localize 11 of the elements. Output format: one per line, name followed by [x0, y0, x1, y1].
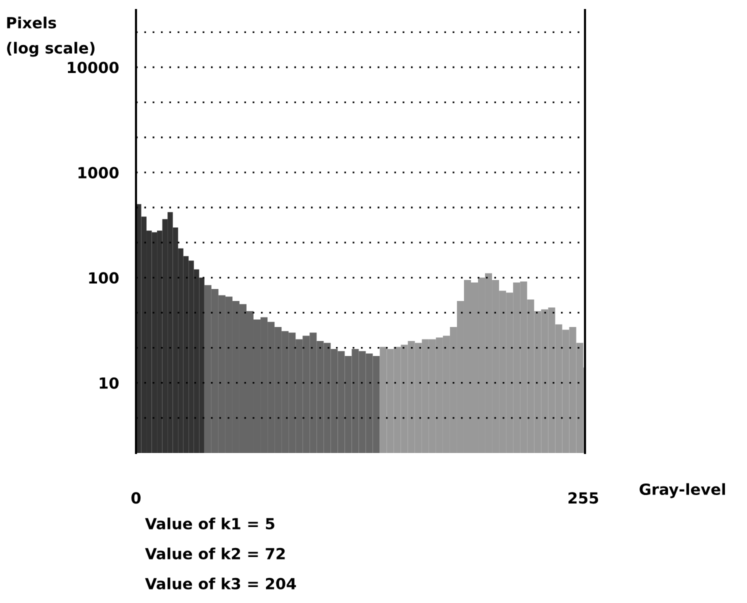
y-tick-label: 10000	[68, 62, 119, 74]
text: Value of k2 = 72	[145, 548, 285, 560]
x-tick-label: 255	[568, 492, 598, 504]
x-axis-title: Gray-level	[640, 483, 725, 498]
text: Value of k3 = 204	[145, 578, 296, 590]
y-axis-title: Pixels (log scale)	[7, 16, 94, 57]
x-tick-label: 0	[131, 492, 141, 504]
y-tick-label: 100	[89, 272, 119, 284]
text: Value of k1 = 5	[145, 518, 274, 530]
y-tick-label: 1000	[78, 166, 119, 178]
y-tick-label: 10	[100, 377, 119, 389]
